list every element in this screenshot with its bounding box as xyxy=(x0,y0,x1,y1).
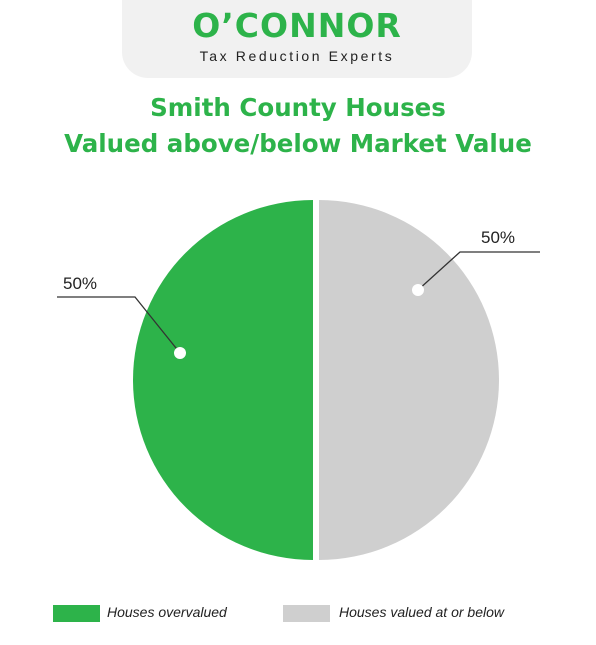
brand-logo: O’CONNOR xyxy=(192,6,402,45)
pie-slice-overvalued xyxy=(133,200,313,560)
legend-swatch-valued-at-or-below xyxy=(283,605,330,622)
leader-dot-valued-at-or-below xyxy=(412,284,424,296)
brand-tagline: Tax Reduction Experts xyxy=(199,48,395,64)
chart-title-line-2: Valued above/below Market Value xyxy=(64,129,532,158)
legend-label-valued-at-or-below: Houses valued at or below xyxy=(339,604,504,620)
leader-line-overvalued xyxy=(57,296,181,354)
legend-swatch-overvalued xyxy=(53,605,100,622)
brand-banner: O’CONNOR Tax Reduction Experts xyxy=(122,0,472,78)
pie-slice-valued-at-or-below xyxy=(319,200,499,560)
leader-dot-overvalued xyxy=(174,347,186,359)
leader-line-valued-at-or-below xyxy=(417,251,540,291)
legend-label-overvalued: Houses overvalued xyxy=(107,604,227,620)
data-label-overvalued: 50% xyxy=(63,274,97,293)
chart-title-line-1: Smith County Houses xyxy=(150,93,446,122)
chart-title: Smith County Houses Valued above/below M… xyxy=(0,90,596,162)
data-label-valued-at-or-below: 50% xyxy=(481,228,515,247)
